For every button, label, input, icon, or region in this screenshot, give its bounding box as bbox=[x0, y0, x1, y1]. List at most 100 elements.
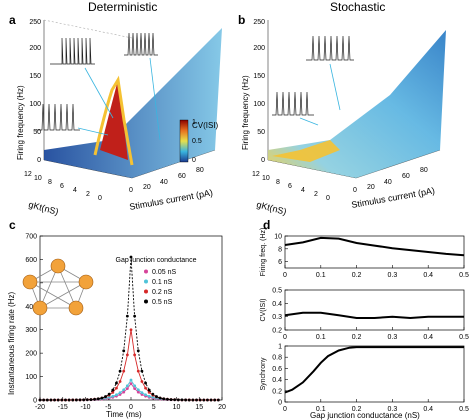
panel-c-legend-label: 0.1 nS bbox=[152, 279, 173, 286]
panel-c-point bbox=[89, 398, 93, 401]
panel-c-x-tick: -15 bbox=[58, 404, 68, 411]
panel-c-point bbox=[42, 398, 46, 402]
panel-d-y-tick: 1 bbox=[278, 344, 282, 351]
panel-d-y-tick: 0.4 bbox=[272, 301, 282, 308]
panel-b-y-tick-2: 2 bbox=[314, 191, 318, 198]
panel-a-colorbar-tick-0-5: 0.5 bbox=[192, 138, 202, 145]
panel-a-y-tick-2: 2 bbox=[86, 191, 90, 198]
panel-c-legend-title: Gap junction conductance bbox=[116, 257, 197, 264]
panel-b-z-tick-100: 100 bbox=[253, 101, 265, 108]
panel-c-x-tick: 5 bbox=[152, 404, 156, 411]
panel-b-x-tick-20: 20 bbox=[367, 184, 375, 191]
network-node-2 bbox=[78, 274, 94, 290]
panel-b-spike-inset-1 bbox=[306, 35, 354, 61]
panel-d-subplot-frame bbox=[284, 289, 465, 331]
panel-a-z-ticks: 0 50 100 150 200 250 bbox=[29, 19, 41, 164]
panel-d-y-tick: 0.2 bbox=[272, 328, 282, 335]
panel-c-x-tick: 0 bbox=[129, 404, 133, 411]
panel-d-subplot-frame bbox=[284, 345, 465, 403]
panel-c-point bbox=[133, 314, 137, 318]
panel-d-x-tick: 0.2 bbox=[352, 334, 362, 341]
panel-a-ridge bbox=[100, 80, 128, 160]
panel-c-point bbox=[75, 398, 78, 402]
panel-d-x-tick: 0.2 bbox=[352, 272, 362, 279]
panel-c-point bbox=[216, 398, 220, 402]
panel-c-point bbox=[96, 397, 100, 401]
panel-a-y-tick-6: 6 bbox=[60, 183, 64, 190]
panel-b-z-tick-150: 150 bbox=[253, 73, 265, 80]
panel-b-y-tick-12: 12 bbox=[252, 171, 260, 178]
panel-c-point bbox=[93, 397, 96, 401]
panel-c-point bbox=[136, 390, 140, 394]
panel-c-point bbox=[144, 381, 147, 385]
panel-c-xlabel: Time (ms) bbox=[106, 410, 142, 419]
panel-a-x-tick-20: 20 bbox=[143, 184, 151, 191]
panel-a-x-tick-60: 60 bbox=[178, 173, 186, 180]
panel-c-point bbox=[147, 390, 151, 394]
panel-a-spike-inset-2 bbox=[124, 32, 158, 56]
panel-a-z-tick-250: 250 bbox=[29, 19, 41, 26]
panel-d-subplot-frame bbox=[284, 235, 465, 269]
panel-c-point bbox=[125, 314, 129, 318]
network-node-3 bbox=[22, 274, 38, 290]
panel-d-y-tick: 0.3 bbox=[272, 314, 282, 321]
panel-b-title: Stochastic bbox=[330, 0, 386, 14]
panel-c-x-tick: 15 bbox=[195, 404, 203, 411]
panel-c-x-tick: 20 bbox=[218, 404, 226, 411]
panel-d-series-line bbox=[284, 236, 465, 257]
panel-c-point bbox=[140, 391, 144, 395]
panel-d-x-tick: 0.4 bbox=[423, 406, 433, 413]
panel-d-series-line bbox=[284, 311, 464, 320]
panel-c-point bbox=[60, 398, 64, 402]
panel-d-y-tick: 6 bbox=[278, 259, 282, 266]
panel-b-x-tick-60: 60 bbox=[402, 173, 410, 180]
panel-b-spike-inset-2 bbox=[272, 91, 314, 116]
panel-d-x-tick: 0.3 bbox=[388, 406, 398, 413]
panel-d-y-tick: 0.6 bbox=[272, 366, 282, 373]
panel-c-point bbox=[151, 395, 155, 399]
panel-c-x-tick: -10 bbox=[80, 404, 90, 411]
panel-c-point bbox=[122, 349, 126, 353]
panel-a-y-tick-8: 8 bbox=[48, 179, 52, 186]
panel-a-x-tick-80: 80 bbox=[196, 167, 204, 174]
panel-c-point bbox=[187, 398, 191, 402]
panel-c-y-tick: 700 bbox=[25, 234, 37, 241]
panel-c-point bbox=[169, 398, 173, 401]
panel-c-point bbox=[198, 398, 202, 402]
panel-c-point bbox=[173, 398, 177, 402]
panel-b-y-ticks: 12 10 8 6 4 2 0 bbox=[252, 171, 330, 202]
panel-b-x-tick-0: 0 bbox=[353, 187, 357, 194]
panel-b-y-tick-4: 4 bbox=[301, 187, 305, 194]
panel-letter-c: c bbox=[9, 218, 16, 232]
panel-c-point bbox=[195, 398, 198, 402]
panel-a-inset-pointers bbox=[77, 57, 161, 141]
panel-a-colorbar-tick-0: 0 bbox=[192, 157, 196, 164]
panel-d-xlabel: Gap junction conductance (nS) bbox=[310, 411, 420, 420]
panel-c-point bbox=[111, 394, 115, 398]
panel-b-surface bbox=[268, 30, 446, 178]
panel-c-point bbox=[125, 353, 129, 357]
panel-c-point bbox=[104, 395, 107, 398]
panel-c-y-tick: 0 bbox=[33, 398, 37, 405]
panel-c-point bbox=[133, 353, 137, 357]
panel-a-spike-inset-1 bbox=[50, 37, 95, 65]
panel-d-x-tick: 0.5 bbox=[459, 406, 469, 413]
panel-c-legend-marker bbox=[144, 289, 148, 294]
panel-c-point bbox=[191, 398, 195, 402]
panel-d-x-tick: 0 bbox=[283, 272, 287, 279]
network-node-1 bbox=[50, 258, 66, 274]
panel-d-x-tick: 0.5 bbox=[459, 334, 469, 341]
panel-c-point bbox=[85, 398, 89, 402]
panel-d-y-tick: 0.4 bbox=[272, 377, 282, 384]
panel-a-y-tick-12: 12 bbox=[24, 171, 32, 178]
panel-c-point bbox=[129, 328, 133, 332]
panel-b-z-tick-50: 50 bbox=[257, 129, 265, 136]
panel-b-y-tick-0: 0 bbox=[326, 195, 330, 202]
panel-c-point bbox=[107, 392, 111, 396]
panel-c-point bbox=[180, 398, 184, 402]
panel-d-y-tick: 0.2 bbox=[272, 388, 282, 395]
panel-letter-b: b bbox=[238, 13, 246, 27]
panel-c-point bbox=[53, 398, 56, 402]
